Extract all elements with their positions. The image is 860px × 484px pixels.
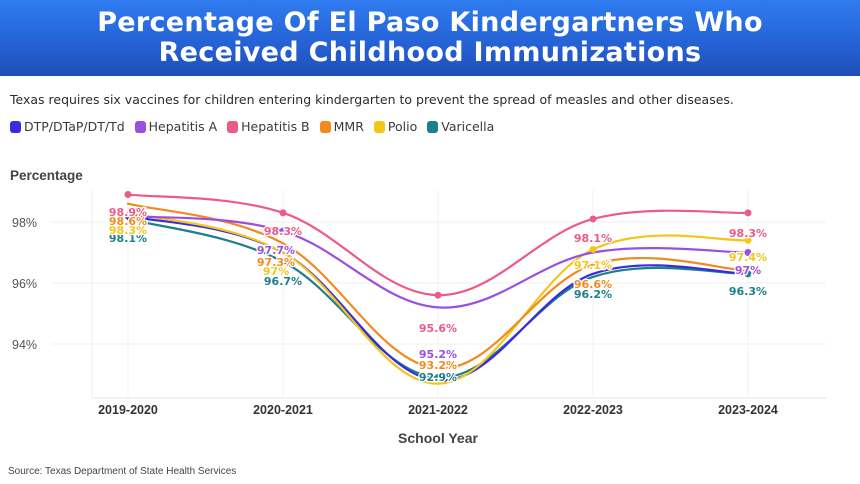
data-label-hepatitis-a: 97% [735, 264, 761, 277]
data-label-hepatitis-a: 95.2% [419, 348, 457, 361]
data-label-hepatitis-b: 98.9% [109, 206, 147, 219]
data-point-hepatitis-b[interactable] [434, 291, 442, 299]
series-line-hepatitis-a [126, 214, 750, 309]
data-point-hepatitis-a[interactable] [279, 227, 287, 235]
y-axis-title: Percentage [10, 168, 83, 183]
title-line-2: Received Childhood Immunizations [158, 37, 702, 68]
x-tick-label: 2020-2021 [253, 403, 313, 417]
data-label-varicella: 96.2% [574, 288, 612, 301]
data-label-hepatitis-b: 98.3% [729, 227, 767, 240]
data-point-hepatitis-b[interactable] [589, 215, 597, 223]
legend: DTP/DTaP/DT/Td Hepatitis A Hepatitis B M… [10, 119, 494, 134]
legend-item-hepatitis-b[interactable]: Hepatitis B [227, 119, 310, 134]
chart-subtitle: Texas requires six vaccines for children… [10, 92, 734, 107]
legend-label: Hepatitis A [148, 119, 218, 134]
data-label-hepatitis-b: 98.1% [574, 232, 612, 245]
data-point-polio[interactable] [744, 236, 752, 244]
x-tick-label: 2022-2023 [563, 403, 623, 417]
y-tick-label: 98% [12, 216, 37, 230]
x-axis-title: School Year [398, 430, 478, 446]
legend-item-polio[interactable]: Polio [373, 119, 418, 134]
chart-title: Percentage Of El Paso Kindergartners Who… [97, 8, 763, 68]
data-point-dtp-dtap-dt-td[interactable] [124, 212, 132, 220]
data-point-hepatitis-b[interactable] [124, 191, 132, 199]
y-tick-label: 94% [12, 338, 37, 352]
data-point-hepatitis-a[interactable] [744, 249, 752, 256]
title-banner: Percentage Of El Paso Kindergartners Who… [0, 0, 860, 76]
legend-item-dtp[interactable]: DTP/DTaP/DT/Td [10, 119, 125, 134]
legend-label: Varicella [441, 119, 495, 134]
data-label-varicella: 92.9% [419, 371, 457, 384]
legend-item-hepatitis-a[interactable]: Hepatitis A [134, 119, 218, 134]
legend-label: Polio [387, 119, 418, 134]
series-line-polio [126, 211, 750, 385]
x-tick-label: 2021-2022 [408, 403, 468, 417]
legend-label: DTP/DTaP/DT/Td [24, 119, 125, 134]
data-label-polio: 98.3% [109, 224, 147, 237]
title-line-1: Percentage Of El Paso Kindergartners Who [97, 7, 763, 38]
data-label-hepatitis-b: 98.3% [264, 225, 302, 238]
legend-swatch [319, 120, 331, 133]
data-label-polio: 97% [263, 265, 289, 278]
data-label-varicella: 96.7% [264, 275, 302, 288]
data-labels: 98.1% 96.7% 92.9% 96.2% 96.3% 98.3% 97% 97.1% 97… [108, 205, 769, 386]
y-tick-label: 96% [12, 277, 37, 291]
data-point-varicella[interactable] [434, 374, 442, 382]
data-label-hepatitis-a: 97.7% [257, 244, 295, 257]
legend-swatch [373, 120, 385, 133]
legend-label: MMR [333, 119, 364, 134]
x-axis-ticks: 2019-2020 2020-2021 2021-2022 2022-2023 2023… [98, 403, 778, 417]
y-axis-ticks: 94% 96% 98% [12, 216, 37, 352]
x-tick-label: 2019-2020 [98, 403, 158, 417]
legend-swatch [227, 120, 239, 133]
legend-swatch [427, 120, 439, 133]
data-point-hepatitis-b[interactable] [744, 209, 752, 217]
data-label-mmr: 98.6% [109, 215, 147, 228]
source-note: Source: Texas Department of State Health… [8, 466, 237, 477]
data-label-mmr: 93.2% [419, 359, 457, 372]
legend-item-mmr[interactable]: MMR [319, 119, 364, 134]
legend-label: Hepatitis B [241, 119, 310, 134]
data-label-varicella: 96.3% [729, 285, 767, 298]
x-tick-label: 2023-2024 [718, 403, 778, 417]
data-label-polio: 97.1% [574, 259, 612, 272]
legend-item-varicella[interactable]: Varicella [427, 119, 494, 134]
legend-swatch [134, 120, 146, 133]
data-point-varicella[interactable] [744, 270, 752, 278]
data-point-hepatitis-b[interactable] [279, 209, 287, 217]
data-label-varicella: 98.1% [109, 232, 147, 245]
data-label-hepatitis-b: 95.6% [419, 322, 457, 335]
data-point-polio[interactable] [589, 245, 597, 253]
series-points [124, 191, 752, 382]
data-label-polio: 97.4% [729, 251, 767, 264]
legend-swatch [10, 120, 21, 133]
data-label-mmr: 97.3% [257, 256, 295, 269]
series-line-mmr [126, 202, 750, 370]
data-label-mmr: 96.6% [574, 278, 612, 291]
